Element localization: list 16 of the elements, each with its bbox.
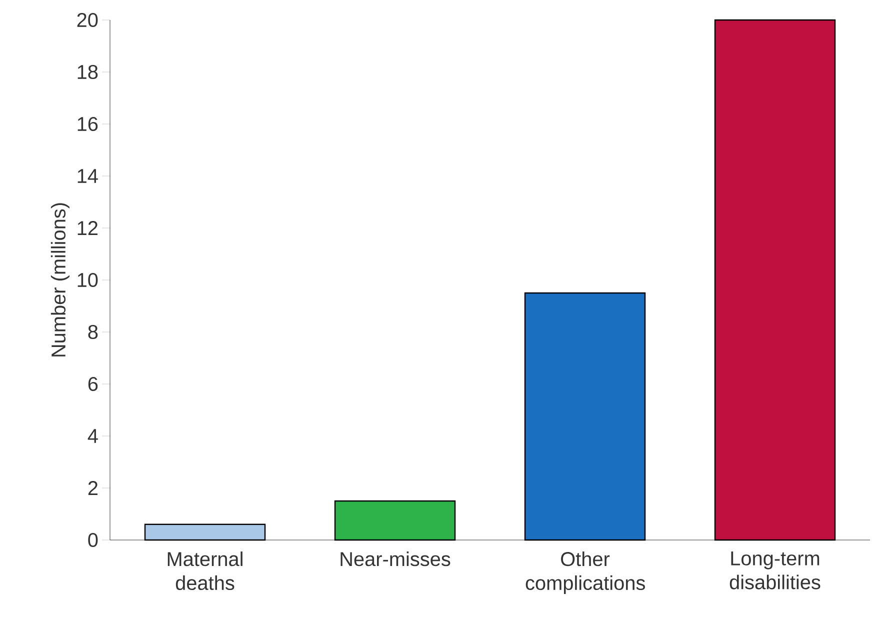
y-tick-label: 16 [78, 116, 98, 132]
y-tick-label: 6 [88, 376, 98, 392]
x-tick-label: Long-term disabilities [730, 552, 820, 590]
y-tick-label: 2 [88, 481, 98, 495]
y-tick-label: 12 [78, 221, 98, 235]
y-tick-label: 0 [88, 532, 98, 548]
y-tick-label: 18 [78, 64, 98, 80]
y-tick-label: 10 [78, 272, 98, 288]
y-tick-label: 14 [78, 169, 98, 183]
y-tick-label: 8 [88, 324, 98, 340]
y-tick-label: 4 [88, 429, 98, 443]
x-tick-label: Maternal deaths [168, 552, 242, 590]
x-tick-label: Other complications [526, 552, 645, 594]
x-tick-label: Near-misses [340, 552, 450, 566]
y-axis-title: Number (millions) [50, 203, 70, 356]
y-tick-label: 20 [77, 12, 98, 28]
